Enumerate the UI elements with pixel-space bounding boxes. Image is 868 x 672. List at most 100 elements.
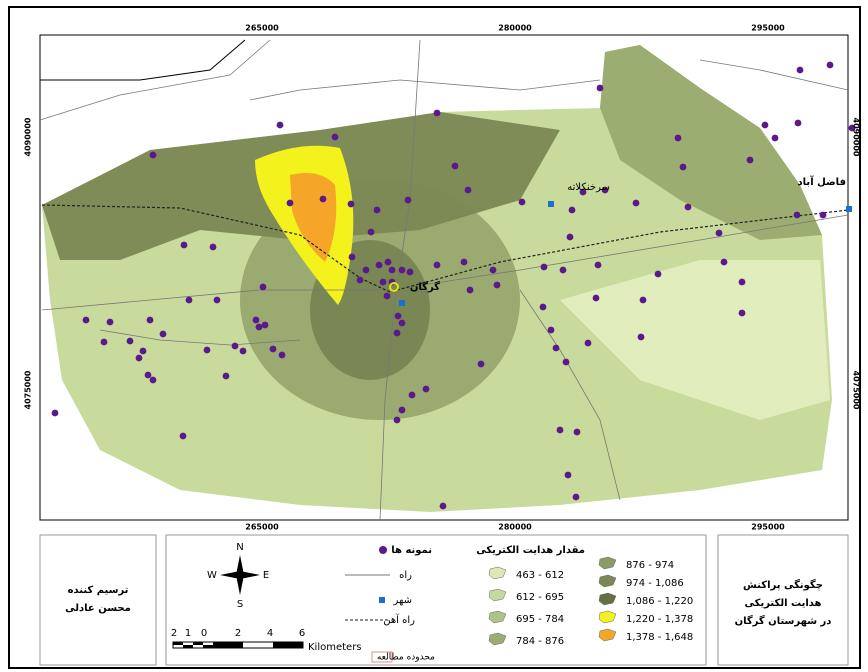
sample-point <box>573 428 581 436</box>
symbol-legend: نمونه ها راه شهر راه آهن محدوده مطالعه م… <box>345 545 585 663</box>
class-label: 1,220 - 1,378 <box>626 614 693 625</box>
sample-point <box>149 376 157 384</box>
class-label: 463 - 612 <box>516 570 564 581</box>
sample-point <box>738 309 746 317</box>
legend-label: محدوده مطالعه <box>377 653 435 663</box>
sample-point <box>373 206 381 214</box>
sample-point <box>384 258 392 266</box>
coord-label: 4090000 <box>852 118 861 157</box>
coord-label: 280000 <box>498 523 532 532</box>
credit-name: محسن عادلی <box>65 603 131 614</box>
sample-point <box>319 195 327 203</box>
boundary <box>40 39 246 81</box>
scale-number: 2 <box>171 628 177 639</box>
city-icon <box>548 201 554 207</box>
sample-point <box>159 330 167 338</box>
sample-point <box>331 133 339 141</box>
sample-point <box>255 323 263 331</box>
place-label: فاضل آباد <box>798 175 846 188</box>
sample-point <box>393 329 401 337</box>
sample-point <box>433 261 441 269</box>
class-swatch <box>488 610 507 624</box>
class-label: 695 - 784 <box>516 614 564 625</box>
class-swatch <box>488 566 507 580</box>
place-label: سرخنکلاته <box>567 182 610 193</box>
coord-label: 4090000 <box>24 117 33 156</box>
title-box <box>717 534 849 666</box>
sample-point <box>540 263 548 271</box>
coord-label: 280000 <box>498 24 532 33</box>
compass-e: E <box>263 570 269 581</box>
sample-point <box>144 371 152 379</box>
sample-point <box>552 344 560 352</box>
class-swatch <box>488 632 507 646</box>
class-label: 784 - 876 <box>516 636 564 647</box>
sample-point <box>231 342 239 350</box>
zone <box>600 45 822 240</box>
sample-point <box>466 286 474 294</box>
sample-point <box>464 186 472 194</box>
sample-point <box>433 109 441 117</box>
title-line: چگونگی پراکنش <box>743 578 823 591</box>
sample-point <box>746 156 754 164</box>
sample-point <box>679 163 687 171</box>
compass-w: W <box>207 570 217 581</box>
sample-point <box>393 416 401 424</box>
sample-point <box>564 471 572 479</box>
sample-point <box>398 266 406 274</box>
sample-point <box>559 266 567 274</box>
sample-point <box>594 261 602 269</box>
sample-point <box>460 258 468 266</box>
sample-point <box>276 121 284 129</box>
sample-point <box>819 211 827 219</box>
title-line: هدایت الکتریکی <box>745 598 822 609</box>
sample-point <box>356 276 364 284</box>
sample-point <box>771 134 779 142</box>
zone-orange <box>290 172 337 262</box>
sample-point <box>51 409 59 417</box>
sample-point <box>592 294 600 302</box>
sample-point <box>106 318 114 326</box>
sample-point <box>213 296 221 304</box>
scale-number: 4 <box>267 628 273 639</box>
sample-point <box>239 347 247 355</box>
scale-number: 2 <box>235 628 241 639</box>
city-marker <box>389 282 399 292</box>
sample-point <box>179 432 187 440</box>
sample-point <box>278 351 286 359</box>
sample-point <box>348 253 356 261</box>
sample-point <box>383 292 391 300</box>
sample-point <box>286 199 294 207</box>
credit-label: ترسیم کننده <box>68 585 129 596</box>
sample-point <box>222 372 230 380</box>
sample-point <box>793 211 801 219</box>
sample-point <box>566 233 574 241</box>
sample-point <box>794 119 802 127</box>
class-label: 1,086 - 1,220 <box>626 596 693 607</box>
coord-label: 4075000 <box>852 371 861 410</box>
sample-point <box>408 391 416 399</box>
coord-label: 295000 <box>751 24 785 33</box>
city-icon <box>846 206 852 212</box>
sample-point <box>848 124 856 132</box>
sample-point <box>761 121 769 129</box>
class-label: 1,378 - 1,648 <box>626 632 693 643</box>
sample-point <box>139 347 147 355</box>
sample-point <box>489 266 497 274</box>
scale-unit: Kilometers <box>308 642 362 653</box>
sample-point <box>556 426 564 434</box>
sample-point <box>720 258 728 266</box>
sample-point <box>632 199 640 207</box>
sample-point <box>379 278 387 286</box>
sample-point <box>259 283 267 291</box>
sample-point <box>398 406 406 414</box>
class-legend: 463 - 612 612 - 695 695 - 784 784 - 876 876 … <box>488 556 693 647</box>
sample-point <box>185 296 193 304</box>
sample-point <box>347 200 355 208</box>
class-swatch <box>598 556 617 570</box>
city-icon <box>399 300 405 306</box>
map-body: گرگان سرخنکلاته فاضل آباد <box>39 34 856 521</box>
railway <box>41 204 849 293</box>
sample-point <box>715 229 723 237</box>
